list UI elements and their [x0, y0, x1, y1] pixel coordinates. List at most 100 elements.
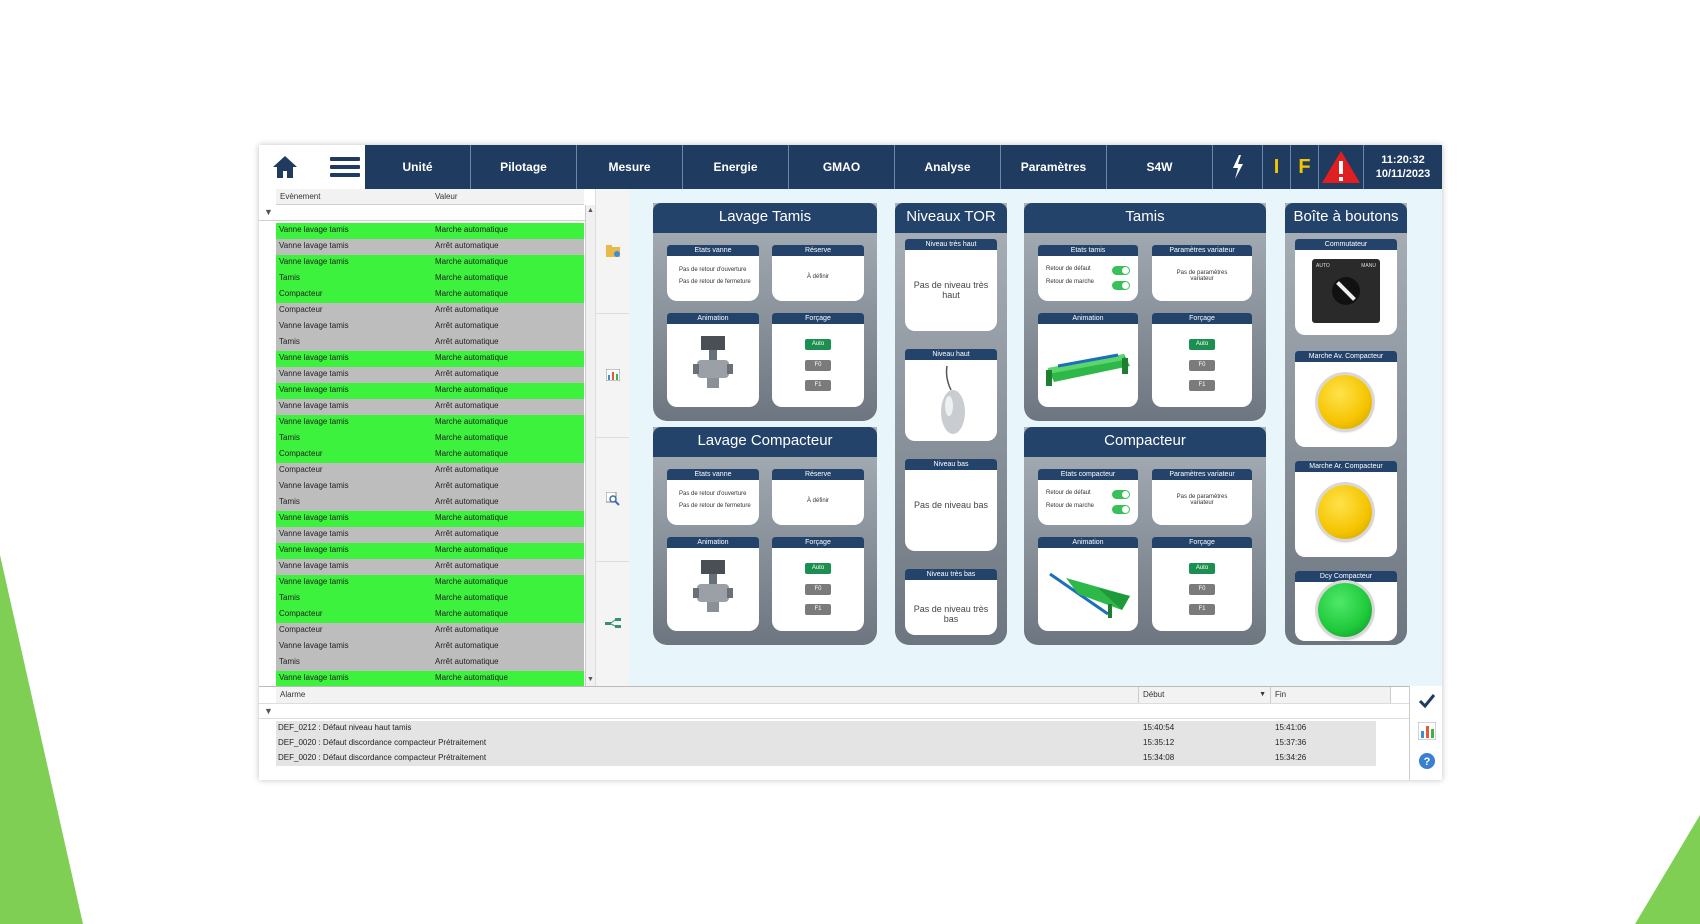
table-row[interactable]: Vanne lavage tamis Marche automatique: [276, 575, 584, 591]
alarm-row[interactable]: DEF_0020 : Défaut discordance compacteur…: [276, 751, 1376, 767]
table-row[interactable]: Vanne lavage tamis Arrêt automatique: [276, 239, 584, 255]
indicator-f[interactable]: F: [1291, 145, 1319, 189]
column-header-alarm[interactable]: Alarme: [276, 687, 1139, 703]
status-toggle[interactable]: [1112, 281, 1130, 290]
statistics-icon[interactable]: [1410, 716, 1442, 746]
table-row[interactable]: Compacteur Marche automatique: [276, 447, 584, 463]
table-row[interactable]: Vanne lavage tamis Marche automatique: [276, 415, 584, 431]
tab-gmao[interactable]: GMAO: [789, 145, 895, 189]
marche-ar-button[interactable]: [1318, 485, 1372, 539]
event-name: Tamis: [279, 497, 300, 506]
marche-av-button[interactable]: [1318, 375, 1372, 429]
network-icon[interactable]: [596, 561, 630, 685]
tab-analyse[interactable]: Analyse: [895, 145, 1001, 189]
table-row[interactable]: Tamis Arrêt automatique: [276, 655, 584, 671]
alarm-filter-row[interactable]: ▼: [259, 703, 1409, 719]
table-row[interactable]: Vanne lavage tamis Arrêt automatique: [276, 399, 584, 415]
table-row[interactable]: Vanne lavage tamis Marche automatique: [276, 255, 584, 271]
tab-mesure[interactable]: Mesure: [577, 145, 683, 189]
table-row[interactable]: Tamis Arrêt automatique: [276, 495, 584, 511]
card-niveau-haut[interactable]: Niveau haut: [905, 349, 997, 441]
lightning-icon[interactable]: [1213, 145, 1263, 189]
forcage-f1-button[interactable]: F1: [1189, 380, 1215, 391]
status-toggle[interactable]: [1112, 266, 1130, 275]
forcage-auto-button[interactable]: Auto: [1189, 339, 1215, 350]
table-row[interactable]: Vanne lavage tamis Arrêt automatique: [276, 479, 584, 495]
card-animation[interactable]: Animation: [667, 537, 759, 631]
table-row[interactable]: Vanne lavage tamis Arrêt automatique: [276, 639, 584, 655]
forcage-auto-button[interactable]: Auto: [1189, 563, 1215, 574]
forcage-f0-button[interactable]: F0: [805, 360, 831, 371]
table-row[interactable]: Vanne lavage tamis Marche automatique: [276, 223, 584, 239]
card-etats-vanne: Etats vanne Pas de retour d'ouverture Pa…: [667, 245, 759, 301]
filter-icon[interactable]: ▼: [264, 706, 273, 716]
forcage-f0-button[interactable]: F0: [1189, 584, 1215, 595]
card-forcage: Forçage Auto F0 F1: [1152, 313, 1252, 407]
table-row[interactable]: Tamis Marche automatique: [276, 591, 584, 607]
event-scrollbar[interactable]: ▲ ▼: [585, 205, 596, 686]
table-row[interactable]: Vanne lavage tamis Marche automatique: [276, 511, 584, 527]
column-header-value[interactable]: Valeur: [431, 189, 584, 205]
home-icon[interactable]: [263, 149, 307, 185]
forcage-auto-button[interactable]: Auto: [805, 563, 831, 574]
scada-window: Unité Pilotage Mesure Energie GMAO Analy…: [259, 145, 1442, 780]
folder-icon[interactable]: [596, 189, 630, 314]
column-header-event[interactable]: Evènement: [276, 189, 431, 205]
table-row[interactable]: Tamis Marche automatique: [276, 431, 584, 447]
event-value: Arrêt automatique: [435, 321, 499, 330]
status-toggle[interactable]: [1112, 490, 1130, 499]
dcy-button[interactable]: [1318, 583, 1372, 637]
alarm-warning-icon[interactable]: [1319, 145, 1364, 189]
table-row[interactable]: Vanne lavage tamis Arrêt automatique: [276, 367, 584, 383]
table-row[interactable]: Vanne lavage tamis Marche automatique: [276, 351, 584, 367]
menu-icon[interactable]: [323, 149, 367, 185]
forcage-f0-button[interactable]: F0: [1189, 360, 1215, 371]
table-row[interactable]: Compacteur Marche automatique: [276, 287, 584, 303]
table-row[interactable]: Compacteur Arrêt automatique: [276, 303, 584, 319]
selector-switch[interactable]: AUTO MANU: [1312, 259, 1380, 323]
table-row[interactable]: Vanne lavage tamis Marche automatique: [276, 543, 584, 559]
zoom-icon[interactable]: [596, 437, 630, 562]
column-header-start[interactable]: Début ▼: [1139, 687, 1271, 703]
table-row[interactable]: Vanne lavage tamis Arrêt automatique: [276, 559, 584, 575]
event-filter-row[interactable]: ▼: [259, 205, 595, 221]
valve-icon: [693, 560, 733, 612]
table-row[interactable]: Tamis Marche automatique: [276, 271, 584, 287]
forcage-auto-button[interactable]: Auto: [805, 339, 831, 350]
alarm-row[interactable]: DEF_0212 : Défaut niveau haut tamis 15:40…: [276, 721, 1376, 737]
tab-pilotage[interactable]: Pilotage: [471, 145, 577, 189]
tab-unite[interactable]: Unité: [365, 145, 471, 189]
card-animation[interactable]: Animation: [1038, 537, 1138, 631]
forcage-f0-button[interactable]: F0: [805, 584, 831, 595]
column-header-end[interactable]: Fin: [1271, 687, 1391, 703]
alarm-list: Alarme Début ▼ Fin ▼ DEF_0212 : Défaut ni…: [259, 686, 1409, 780]
table-row[interactable]: Tamis Arrêt automatique: [276, 335, 584, 351]
table-row[interactable]: Vanne lavage tamis Arrêt automatique: [276, 527, 584, 543]
scroll-up-icon[interactable]: ▲: [587, 207, 594, 214]
table-row[interactable]: Compacteur Marche automatique: [276, 607, 584, 623]
table-row[interactable]: Compacteur Arrêt automatique: [276, 623, 584, 639]
forcage-f1-button[interactable]: F1: [805, 604, 831, 615]
panel-title: Lavage Tamis: [653, 203, 877, 233]
card-animation[interactable]: Animation: [1038, 313, 1138, 407]
table-row[interactable]: Vanne lavage tamis Marche automatique: [276, 383, 584, 399]
tab-s4w[interactable]: S4W: [1107, 145, 1213, 189]
scroll-down-icon[interactable]: ▼: [587, 676, 594, 683]
indicator-i[interactable]: I: [1263, 145, 1291, 189]
status-toggle[interactable]: [1112, 505, 1130, 514]
table-row[interactable]: Vanne lavage tamis Arrêt automatique: [276, 319, 584, 335]
forcage-f1-button[interactable]: F1: [805, 380, 831, 391]
chart-icon[interactable]: [596, 313, 630, 438]
tab-parametres[interactable]: Paramètres: [1001, 145, 1107, 189]
alarm-row[interactable]: DEF_0020 : Défaut discordance compacteur…: [276, 736, 1376, 752]
acknowledge-icon[interactable]: [1410, 686, 1442, 716]
event-value: Marche automatique: [435, 385, 508, 394]
table-row[interactable]: Vanne lavage tamis Marche automatique: [276, 671, 584, 687]
table-row[interactable]: Compacteur Arrêt automatique: [276, 463, 584, 479]
card-animation[interactable]: Animation: [667, 313, 759, 407]
forcage-f1-button[interactable]: F1: [1189, 604, 1215, 615]
tab-energie[interactable]: Energie: [683, 145, 789, 189]
help-icon[interactable]: ?: [1410, 746, 1442, 776]
filter-icon[interactable]: ▼: [264, 207, 273, 217]
status-line: Pas de retour d'ouverture: [679, 267, 747, 273]
